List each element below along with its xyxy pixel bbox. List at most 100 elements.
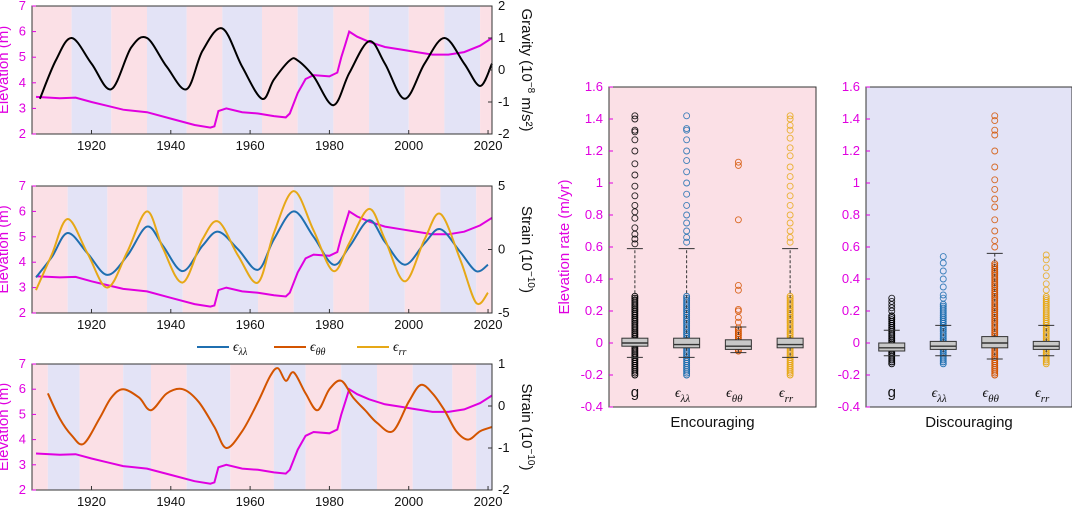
- background-band: [147, 6, 187, 134]
- box-iqr: [621, 337, 649, 347]
- background-band: [476, 186, 492, 313]
- outlier-point: [683, 147, 691, 155]
- outlier-point: [991, 262, 999, 270]
- outlier-point: [631, 292, 639, 300]
- outlier-point: [786, 134, 794, 142]
- outlier-point: [991, 203, 999, 211]
- left-tick-label: 7: [19, 356, 26, 371]
- box-iqr: [981, 336, 1009, 349]
- right-axis-label: Strain (10−10): [518, 383, 536, 470]
- outlier-point: [631, 240, 639, 248]
- category-label: ϵλλ: [675, 386, 690, 405]
- plot-background: [866, 87, 1072, 407]
- outlier-point: [734, 281, 742, 289]
- theta-strain-panel: 2 3 4 5 6 7 -2 -1 0 1 1920 1940 1960 1980 2000 2020 Elev…: [0, 356, 536, 509]
- background-band: [67, 186, 108, 313]
- outlier-point: [786, 115, 794, 123]
- plot-frame: [31, 363, 493, 491]
- y-tick-label: 1.6: [585, 79, 603, 94]
- outlier-point: [991, 147, 999, 155]
- y-axis-label: Elevation rate (m/yr): [556, 179, 573, 314]
- background-band: [305, 364, 342, 490]
- left-tick-label: 7: [19, 0, 26, 13]
- y-tick-label: 1.2: [842, 143, 860, 158]
- left-tick-label: 5: [19, 49, 26, 64]
- outlier-point: [683, 179, 691, 187]
- outlier-point: [1042, 295, 1050, 302]
- right-tick-label: 2: [498, 0, 505, 13]
- y-tick-label: 0.8: [585, 207, 603, 222]
- outlier-point: [991, 131, 999, 139]
- right-tick-label: -1: [498, 440, 510, 455]
- box-iqr: [673, 337, 701, 349]
- category-label: ϵλλ: [932, 386, 947, 405]
- discouraging-boxplot: g ϵλλ ϵθθ ϵrr -0.4 -0.2 0 0.2 0.4 0.6 0.8 1 1.2 1.4 1.…: [838, 79, 1072, 431]
- left-tick-label: 2: [19, 305, 26, 320]
- background-band: [32, 186, 68, 313]
- outlier-point: [1042, 256, 1050, 264]
- x-tick-label: 1940: [156, 494, 185, 509]
- x-tick-label: 1960: [236, 494, 265, 509]
- outlier-point: [786, 292, 794, 300]
- background-band: [293, 186, 334, 313]
- left-tick-label: 3: [19, 457, 26, 472]
- outlier-point: [683, 227, 691, 235]
- right-tick-label: -1: [498, 94, 510, 109]
- background-band: [297, 6, 334, 134]
- background-band: [341, 364, 377, 490]
- background-band: [452, 364, 477, 490]
- right-tick-label: 1: [498, 30, 505, 45]
- legend-label: ϵλλ: [233, 340, 248, 358]
- background-band: [150, 364, 187, 490]
- category-label: g: [631, 384, 639, 401]
- outlier-point: [786, 144, 794, 152]
- background-band: [408, 6, 445, 134]
- outlier-point: [734, 161, 742, 169]
- right-tick-label: 0: [498, 398, 505, 413]
- outlier-point: [786, 126, 794, 134]
- y-tick-label: 1.2: [585, 143, 603, 158]
- gravity-panel: 2 3 4 5 6 7 -2 -1 0 1 2 1920 1940 1960 1980 2000 2020 Ele…: [0, 0, 536, 153]
- outlier-point: [888, 294, 896, 302]
- y-tick-label: 0.2: [842, 303, 860, 318]
- panel-title: Discouraging: [925, 414, 1013, 431]
- outlier-point: [1042, 280, 1050, 288]
- right-axis-label: Strain (10−10): [518, 206, 536, 293]
- elevation-line: [35, 209, 493, 308]
- y-tick-label: 0.4: [585, 271, 603, 286]
- background-band: [47, 364, 80, 490]
- outlier-point: [631, 235, 639, 243]
- right-tick-label: -2: [498, 126, 510, 141]
- elevation-line: [35, 30, 493, 129]
- left-tick-label: 3: [19, 280, 26, 295]
- y-tick-label: -0.2: [581, 367, 603, 382]
- left-tick-label: 2: [19, 482, 26, 497]
- x-tick-label: 1920: [77, 138, 106, 153]
- outlier-point: [786, 173, 794, 181]
- panel-title: Encouraging: [670, 414, 754, 431]
- y-tick-label: 0.4: [842, 271, 860, 286]
- outlier-point: [631, 115, 639, 123]
- right-tick-label: 5: [498, 178, 505, 193]
- outlier-point: [1042, 296, 1050, 304]
- x-tick-label: 2000: [394, 317, 423, 332]
- x-tick-label: 1940: [156, 138, 185, 153]
- outlier-point: [683, 292, 691, 300]
- outlier-point: [734, 286, 742, 294]
- background-band: [369, 186, 405, 313]
- outlier-point: [786, 163, 794, 171]
- background-band: [186, 6, 223, 134]
- encouraging-boxplot: g ϵλλ ϵθθ ϵrr -0.4 -0.2 0 0.2 0.4 0.6 0.8 1 1.2 1.4 1.…: [556, 79, 817, 431]
- outlier-point: [991, 163, 999, 171]
- y-tick-label: 0.2: [585, 303, 603, 318]
- outlier-point: [734, 305, 742, 313]
- outlier-point: [888, 316, 896, 324]
- x-tick-label: 1960: [236, 317, 265, 332]
- left-tick-label: 6: [19, 24, 26, 39]
- outlier-point: [683, 136, 691, 144]
- left-tick-label: 4: [19, 254, 26, 269]
- background-band: [412, 364, 453, 490]
- outlier-point: [786, 238, 794, 246]
- box-iqr: [1032, 340, 1060, 350]
